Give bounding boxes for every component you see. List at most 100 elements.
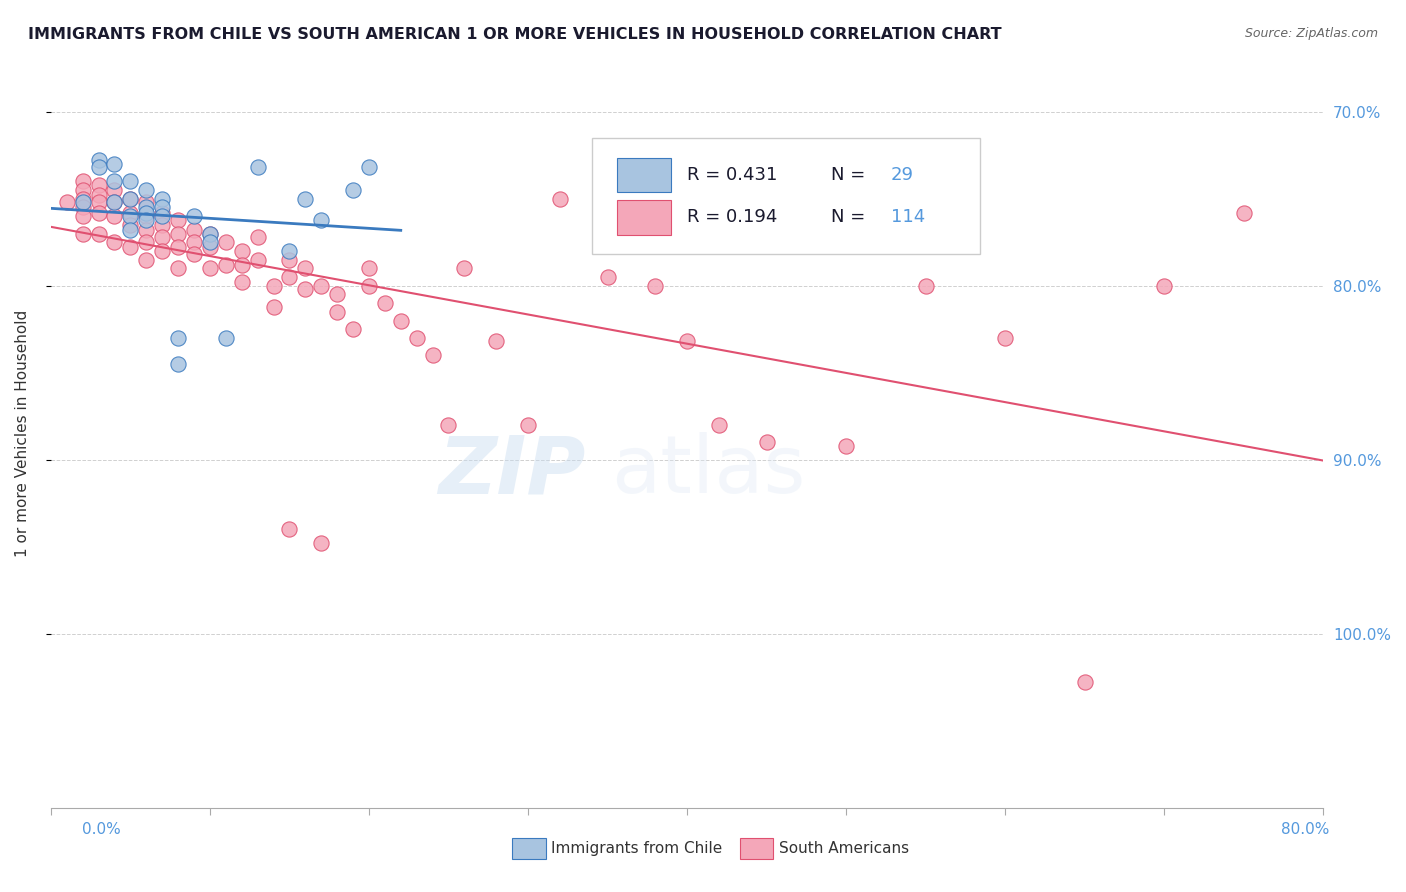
Point xyxy=(183,247,205,261)
Text: 0.0%: 0.0% xyxy=(82,822,121,837)
Point xyxy=(103,183,125,197)
Point xyxy=(150,218,173,232)
Point xyxy=(485,334,508,349)
Point xyxy=(72,227,94,241)
Point xyxy=(755,435,778,450)
Point xyxy=(246,161,269,175)
Point xyxy=(135,212,157,227)
Text: ZIP: ZIP xyxy=(437,432,585,510)
Point xyxy=(87,161,110,175)
Point xyxy=(135,201,157,215)
Point xyxy=(357,161,380,175)
Text: South Americans: South Americans xyxy=(779,841,910,855)
Point xyxy=(55,195,77,210)
Point xyxy=(231,244,253,258)
Point xyxy=(707,417,730,432)
Point xyxy=(135,205,157,219)
Point xyxy=(72,195,94,210)
Point xyxy=(135,235,157,250)
Point xyxy=(87,205,110,219)
Point xyxy=(215,331,238,345)
Text: atlas: atlas xyxy=(610,432,806,510)
Point xyxy=(72,183,94,197)
Point xyxy=(72,192,94,206)
Text: R = 0.194: R = 0.194 xyxy=(688,209,778,227)
Point xyxy=(309,536,332,550)
Point xyxy=(135,252,157,267)
Point xyxy=(150,192,173,206)
Text: Source: ZipAtlas.com: Source: ZipAtlas.com xyxy=(1244,27,1378,40)
Point xyxy=(294,261,316,276)
Point xyxy=(183,235,205,250)
Point xyxy=(103,157,125,171)
Point xyxy=(167,212,190,227)
FancyBboxPatch shape xyxy=(617,200,671,235)
FancyBboxPatch shape xyxy=(617,158,671,192)
Point xyxy=(914,278,936,293)
Text: N =: N = xyxy=(831,166,865,184)
Point xyxy=(87,195,110,210)
Y-axis label: 1 or more Vehicles in Household: 1 or more Vehicles in Household xyxy=(15,310,30,558)
Point xyxy=(120,209,142,223)
Point xyxy=(87,178,110,192)
Point xyxy=(596,270,619,285)
Point xyxy=(215,235,238,250)
Point xyxy=(1233,205,1256,219)
Point xyxy=(342,322,364,336)
FancyBboxPatch shape xyxy=(592,138,980,254)
Point xyxy=(294,192,316,206)
Point xyxy=(167,240,190,254)
Point xyxy=(87,227,110,241)
Point xyxy=(357,261,380,276)
Point xyxy=(198,227,221,241)
Text: R = 0.431: R = 0.431 xyxy=(688,166,778,184)
Point xyxy=(135,223,157,237)
Point xyxy=(198,261,221,276)
Point xyxy=(72,209,94,223)
Point xyxy=(120,192,142,206)
Point xyxy=(198,240,221,254)
Point xyxy=(150,209,173,223)
Point xyxy=(453,261,475,276)
Point xyxy=(835,439,858,453)
Point xyxy=(389,313,412,327)
Point xyxy=(103,195,125,210)
Point xyxy=(120,218,142,232)
Point xyxy=(231,258,253,272)
Point xyxy=(120,192,142,206)
Point xyxy=(150,244,173,258)
Point xyxy=(150,230,173,244)
Point xyxy=(183,209,205,223)
Text: Immigrants from Chile: Immigrants from Chile xyxy=(551,841,723,855)
Point xyxy=(120,223,142,237)
Point xyxy=(263,278,285,293)
Point xyxy=(120,205,142,219)
Point xyxy=(103,209,125,223)
Point xyxy=(294,282,316,296)
Point xyxy=(994,331,1017,345)
Point xyxy=(72,201,94,215)
Point xyxy=(87,188,110,202)
Point xyxy=(103,195,125,210)
Point xyxy=(326,305,349,319)
Point xyxy=(278,270,301,285)
Text: IMMIGRANTS FROM CHILE VS SOUTH AMERICAN 1 OR MORE VEHICLES IN HOUSEHOLD CORRELAT: IMMIGRANTS FROM CHILE VS SOUTH AMERICAN … xyxy=(28,27,1001,42)
Point xyxy=(72,174,94,188)
Point xyxy=(676,334,699,349)
Text: 80.0%: 80.0% xyxy=(1281,822,1329,837)
Text: 114: 114 xyxy=(890,209,925,227)
Point xyxy=(263,300,285,314)
Point xyxy=(167,357,190,371)
Point xyxy=(437,417,460,432)
Point xyxy=(644,278,666,293)
Point xyxy=(120,174,142,188)
Text: 29: 29 xyxy=(890,166,914,184)
Point xyxy=(246,230,269,244)
Point xyxy=(183,223,205,237)
Point xyxy=(1073,675,1095,690)
Point xyxy=(87,153,110,168)
Point xyxy=(198,235,221,250)
Point xyxy=(1153,278,1175,293)
Point xyxy=(135,183,157,197)
Point xyxy=(278,522,301,536)
